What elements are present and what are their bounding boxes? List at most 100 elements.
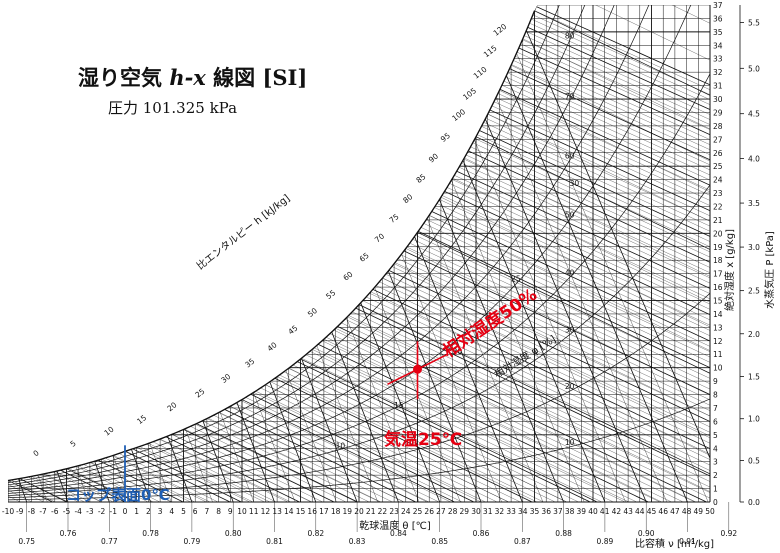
y-tick-label: 22: [713, 202, 723, 211]
x-tick-label: -7: [39, 507, 47, 516]
enthalpy-line: [8, 5, 568, 502]
x-tick-label: 8: [216, 507, 221, 516]
x-tick-label: 23: [389, 507, 399, 516]
x-tick-label: 39: [577, 507, 587, 516]
enthalpy-line: [8, 5, 393, 502]
enthalpy-line: [8, 5, 21, 502]
enthalpy-line: [8, 5, 556, 502]
enthalpy-line: [21, 5, 710, 502]
x-tick-label: 42: [612, 507, 622, 516]
enthalpy-line: [423, 5, 710, 502]
wetbulb-line: [136, 447, 250, 502]
enthalpy-tick-label: 5: [69, 439, 78, 449]
y-tick-label: 29: [713, 108, 723, 117]
enthalpy-line: [8, 5, 486, 502]
wetbulb-line: [335, 328, 696, 502]
x-tick-label: 3: [158, 507, 163, 516]
volume-line: [8, 5, 28, 502]
enthalpy-line: [53, 5, 710, 502]
y-tick-label: 23: [713, 189, 723, 198]
enthalpy-line: [521, 5, 710, 502]
y-tick-label: 12: [713, 337, 723, 346]
x-tick-label: 16: [307, 507, 317, 516]
enthalpy-line: [8, 5, 451, 502]
enthalpy-tick-label: 0: [31, 448, 40, 458]
x-tick-label: 18: [331, 507, 341, 516]
enthalpy-line: [8, 5, 661, 502]
x-tick-label: 22: [378, 507, 388, 516]
wetbulb-line: [452, 177, 710, 502]
x-tick-label: 11: [249, 507, 259, 516]
y-tick-label: 13: [713, 323, 723, 332]
vapor-tick-label: 5.0: [748, 64, 760, 73]
x-tick-label: -9: [16, 507, 24, 516]
x-tick-label: 15: [296, 507, 306, 516]
wetbulb-line: [288, 367, 567, 502]
enthalpy-line: [8, 5, 358, 502]
x-tick-label: -2: [98, 507, 106, 516]
wetbulb-line: [89, 462, 172, 502]
x-tick-label: 30: [471, 507, 481, 516]
enthalpy-tick-label: 65: [358, 251, 371, 264]
y-tick-label: 4: [713, 444, 718, 453]
enthalpy-tick-label: -5: [0, 455, 3, 467]
volume-tick-label: 0.86: [473, 529, 490, 538]
enthalpy-line: [8, 5, 533, 502]
x-tick-label: 37: [553, 507, 563, 516]
volume-tick-label: 0.76: [60, 529, 77, 538]
x-tick-label: -5: [63, 507, 71, 516]
volume-tick-label: 0.91: [679, 537, 696, 546]
saturation-curve: [7, 10, 536, 482]
x-tick-label: 24: [401, 507, 411, 516]
enthalpy-line: [8, 5, 207, 502]
y-tick-label: 31: [713, 82, 723, 91]
volume-line: [28, 5, 213, 502]
x-tick-label: 0: [123, 507, 128, 516]
y-tick-label: 37: [713, 1, 723, 10]
volume-tick-label: 0.85: [431, 537, 448, 546]
enthalpy-tick-label: 100: [450, 107, 467, 123]
enthalpy-tick-label: 110: [472, 65, 489, 81]
vapor-tick-label: 2.5: [748, 287, 760, 296]
y-tick-label: 14: [713, 310, 723, 319]
wetbulb-line: [475, 136, 710, 502]
wetbulb-line: [370, 291, 710, 502]
enthalpy-line: [8, 5, 463, 502]
enthalpy-line: [217, 5, 710, 502]
enthalpy-line: [86, 5, 710, 502]
enthalpy-line: [8, 5, 684, 502]
enthalpy-line: [380, 5, 710, 502]
x-tick-label: 4: [169, 507, 174, 516]
enthalpy-line: [8, 5, 172, 502]
wetbulb-tick-label: 20: [453, 347, 463, 356]
volume-tick-label: 0.79: [184, 537, 201, 546]
vapor-tick-label: 5.5: [748, 18, 760, 27]
volume-tick-label: 0.82: [307, 529, 324, 538]
enthalpy-line: [456, 5, 710, 502]
y-tick-label: 17: [713, 270, 723, 279]
x-tick-label: 48: [682, 507, 692, 516]
enthalpy-tick-label: 10: [103, 425, 116, 438]
x-tick-label: 6: [193, 507, 198, 516]
enthalpy-line: [8, 5, 44, 502]
wetbulb-line: [440, 197, 710, 502]
vapor-tick-label: 4.5: [748, 110, 760, 119]
rh-tick-label: 10: [565, 438, 575, 447]
enthalpy-tick-label: 40: [266, 340, 279, 353]
enthalpy-line: [8, 5, 475, 502]
volume-tick-label: 0.87: [514, 537, 531, 546]
enthalpy-tick-label: 35: [243, 356, 256, 369]
enthalpy-tick-label: 45: [286, 323, 299, 336]
y-tick-label: 25: [713, 162, 723, 171]
x-tick-label: 36: [541, 507, 551, 516]
volume-line: [476, 5, 688, 502]
y-tick-label: 2: [713, 471, 718, 480]
cup-annotation: コップ表面0℃: [66, 486, 170, 504]
enthalpy-line: [8, 5, 137, 502]
enthalpy-line: [402, 5, 710, 502]
x-tick-label: 25: [413, 507, 423, 516]
y-tick-label: 33: [713, 55, 723, 64]
vapor-tick-label: 1.0: [748, 415, 760, 424]
volume-tick-label: 0.78: [142, 529, 159, 538]
enthalpy-line: [8, 5, 521, 502]
